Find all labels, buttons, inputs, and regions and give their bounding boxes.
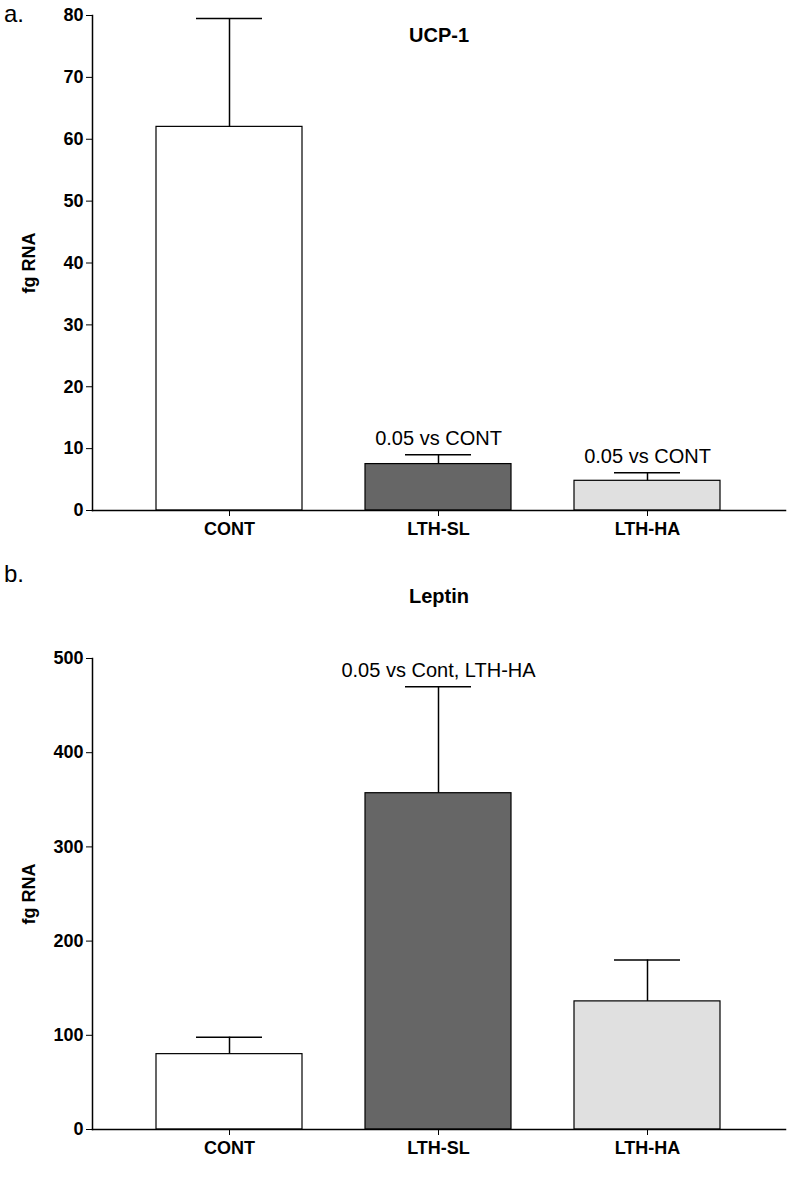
svg-text:100: 100 bbox=[53, 1025, 83, 1045]
svg-text:10: 10 bbox=[63, 438, 83, 458]
svg-text:CONT: CONT bbox=[204, 519, 255, 539]
svg-text:400: 400 bbox=[53, 742, 83, 762]
svg-text:50: 50 bbox=[63, 191, 83, 211]
svg-text:LTH-HA: LTH-HA bbox=[615, 1138, 681, 1158]
svg-text:fg RNA: fg RNA bbox=[19, 233, 39, 294]
svg-text:500: 500 bbox=[53, 648, 83, 668]
svg-text:60: 60 bbox=[63, 129, 83, 149]
svg-text:70: 70 bbox=[63, 67, 83, 87]
svg-text:UCP-1: UCP-1 bbox=[409, 24, 469, 46]
svg-text:300: 300 bbox=[53, 837, 83, 857]
svg-text:20: 20 bbox=[63, 377, 83, 397]
svg-text:fg RNA: fg RNA bbox=[19, 864, 39, 925]
svg-text:40: 40 bbox=[63, 253, 83, 273]
svg-text:0.05 vs CONT: 0.05 vs CONT bbox=[375, 427, 502, 449]
svg-text:LTH-SL: LTH-SL bbox=[407, 519, 470, 539]
svg-text:0.05 vs CONT: 0.05 vs CONT bbox=[584, 445, 711, 467]
svg-text:0: 0 bbox=[73, 500, 83, 520]
svg-text:LTH-HA: LTH-HA bbox=[615, 519, 681, 539]
svg-text:LTH-SL: LTH-SL bbox=[407, 1138, 470, 1158]
svg-text:0.05 vs Cont, LTH-HA: 0.05 vs Cont, LTH-HA bbox=[341, 659, 536, 681]
svg-text:0: 0 bbox=[73, 1119, 83, 1139]
svg-text:80: 80 bbox=[63, 5, 83, 25]
html-text:b.: b. bbox=[4, 560, 24, 587]
svg-text:Leptin: Leptin bbox=[409, 585, 469, 607]
svg-text:30: 30 bbox=[63, 315, 83, 335]
html-text:a.: a. bbox=[4, 0, 24, 27]
svg-text:200: 200 bbox=[53, 931, 83, 951]
svg-text:CONT: CONT bbox=[204, 1138, 255, 1158]
